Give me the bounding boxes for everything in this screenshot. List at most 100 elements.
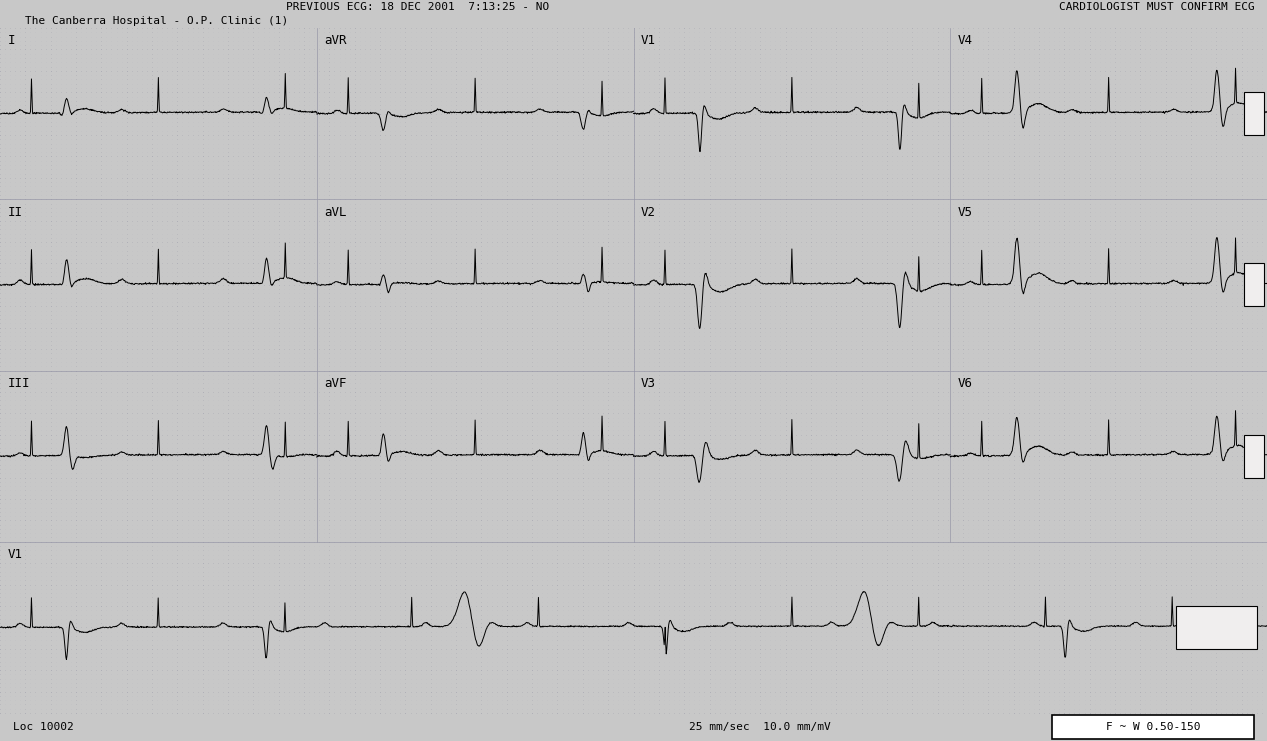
Point <box>71 531 91 543</box>
Point <box>390 694 411 706</box>
Point <box>978 403 998 415</box>
Point <box>340 253 360 265</box>
Point <box>867 471 887 483</box>
Point <box>487 605 507 617</box>
Point <box>1191 185 1211 196</box>
Point <box>127 493 147 505</box>
Point <box>340 446 360 458</box>
Point <box>1125 425 1145 436</box>
Point <box>1196 506 1216 518</box>
Point <box>502 210 522 222</box>
Point <box>968 245 988 256</box>
Point <box>547 707 568 719</box>
Point <box>198 668 218 680</box>
Point <box>487 95 507 107</box>
Point <box>167 348 188 359</box>
Point <box>334 707 355 719</box>
Point <box>253 634 274 646</box>
Point <box>1242 369 1262 381</box>
Point <box>593 159 613 171</box>
Point <box>730 694 750 706</box>
Point <box>836 86 856 98</box>
Point <box>46 47 66 59</box>
Point <box>360 502 380 514</box>
Point <box>765 104 786 116</box>
Point <box>172 309 193 321</box>
Point <box>1150 288 1171 299</box>
Point <box>461 172 481 184</box>
Point <box>1252 591 1267 603</box>
Point <box>456 673 476 685</box>
Point <box>177 159 198 171</box>
Point <box>978 694 998 706</box>
Point <box>537 116 557 128</box>
Point <box>877 416 897 428</box>
Point <box>345 360 365 372</box>
Point <box>1232 548 1252 560</box>
Point <box>882 47 902 59</box>
Point <box>0 56 15 68</box>
Point <box>395 489 416 501</box>
Point <box>867 437 887 449</box>
Point <box>517 172 537 184</box>
Point <box>147 377 167 389</box>
Point <box>431 373 451 385</box>
Point <box>943 553 963 565</box>
Point <box>476 442 497 453</box>
Point <box>1095 335 1115 347</box>
Point <box>831 172 851 184</box>
Point <box>324 330 345 342</box>
Point <box>583 129 603 141</box>
Point <box>487 215 507 227</box>
Point <box>892 360 912 372</box>
Point <box>228 510 248 522</box>
Point <box>1120 690 1140 702</box>
Point <box>182 163 203 175</box>
Point <box>654 485 674 496</box>
Point <box>441 339 461 350</box>
Point <box>993 643 1014 655</box>
Point <box>563 656 583 668</box>
Point <box>1090 608 1110 620</box>
Point <box>274 497 294 509</box>
Point <box>385 386 405 398</box>
Point <box>856 258 877 270</box>
Point <box>390 116 411 128</box>
Point <box>1100 523 1120 535</box>
Point <box>441 27 461 39</box>
Point <box>56 198 76 210</box>
Point <box>416 699 436 711</box>
Point <box>1206 210 1226 222</box>
Point <box>1221 44 1242 56</box>
Point <box>111 176 132 188</box>
Point <box>405 540 426 552</box>
Point <box>902 210 922 222</box>
Point <box>836 382 856 393</box>
Point <box>253 369 274 381</box>
Point <box>983 279 1003 290</box>
Point <box>122 326 142 338</box>
Point <box>502 249 522 261</box>
Point <box>796 198 816 210</box>
Point <box>1125 121 1145 133</box>
Point <box>35 348 56 359</box>
Point <box>25 223 46 235</box>
Point <box>912 296 933 308</box>
Point <box>689 668 710 680</box>
Point <box>1014 155 1034 167</box>
Point <box>1201 104 1221 116</box>
Point <box>456 690 476 702</box>
Point <box>497 519 517 531</box>
Point <box>710 146 730 158</box>
Point <box>750 416 770 428</box>
Point <box>319 107 340 119</box>
Point <box>547 176 568 188</box>
Point <box>20 502 41 514</box>
Point <box>1069 365 1090 376</box>
Point <box>1161 142 1181 154</box>
Point <box>704 412 725 424</box>
Point <box>527 163 547 175</box>
Point <box>10 625 30 637</box>
Point <box>309 326 329 338</box>
Point <box>745 630 765 642</box>
